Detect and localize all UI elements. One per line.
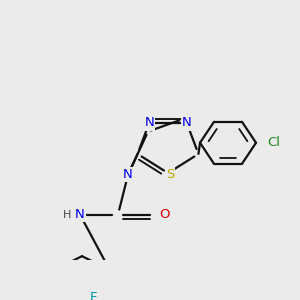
Text: O: O: [160, 208, 170, 221]
Text: N: N: [75, 208, 85, 221]
Text: N: N: [182, 116, 192, 130]
Text: S: S: [166, 168, 174, 181]
Text: H: H: [63, 210, 71, 220]
Text: N: N: [123, 168, 133, 181]
Text: N: N: [144, 116, 154, 130]
Text: Cl: Cl: [268, 136, 281, 149]
Text: F: F: [90, 291, 98, 300]
